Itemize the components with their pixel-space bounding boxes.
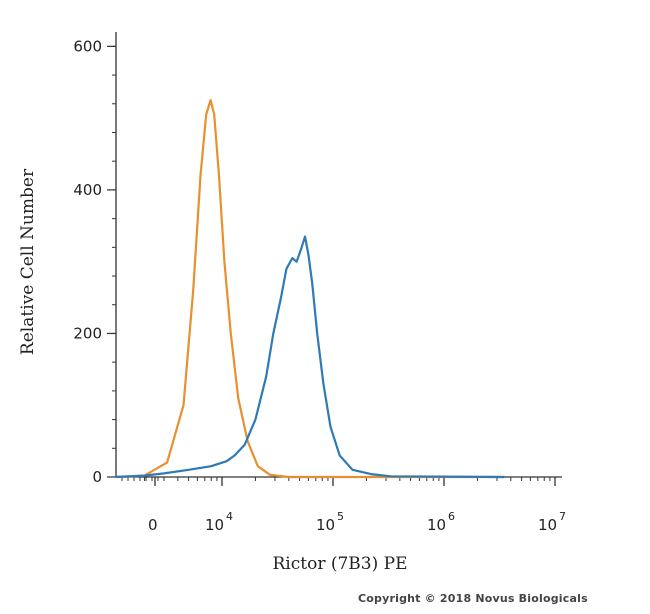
axis-labels: 0 200 400 600 0 10 4 10 5 10 6 10 7 Rictor (7B3) PE Re… (18, 37, 566, 574)
series-curves (115, 99, 505, 479)
axes (107, 32, 562, 486)
series-line-1 (115, 99, 505, 479)
x-tick-label: 10 4 (205, 510, 233, 534)
y-tick-label: 600 (73, 37, 102, 55)
y-tick-label: 200 (73, 324, 102, 342)
x-tick-label: 10 6 (427, 510, 455, 534)
y-tick-label: 0 (92, 468, 102, 486)
y-tick-label: 400 (73, 181, 102, 199)
x-tick-label: 0 (148, 516, 158, 534)
y-axis-title: Relative Cell Number (18, 168, 38, 355)
copyright-notice: Copyright © 2018 Novus Biologicals (358, 592, 588, 605)
x-axis-title: Rictor (7B3) PE (273, 554, 408, 574)
x-tick-label: 10 7 (538, 510, 566, 534)
series-line-2 (115, 235, 505, 479)
x-tick-label: 10 5 (316, 510, 344, 534)
